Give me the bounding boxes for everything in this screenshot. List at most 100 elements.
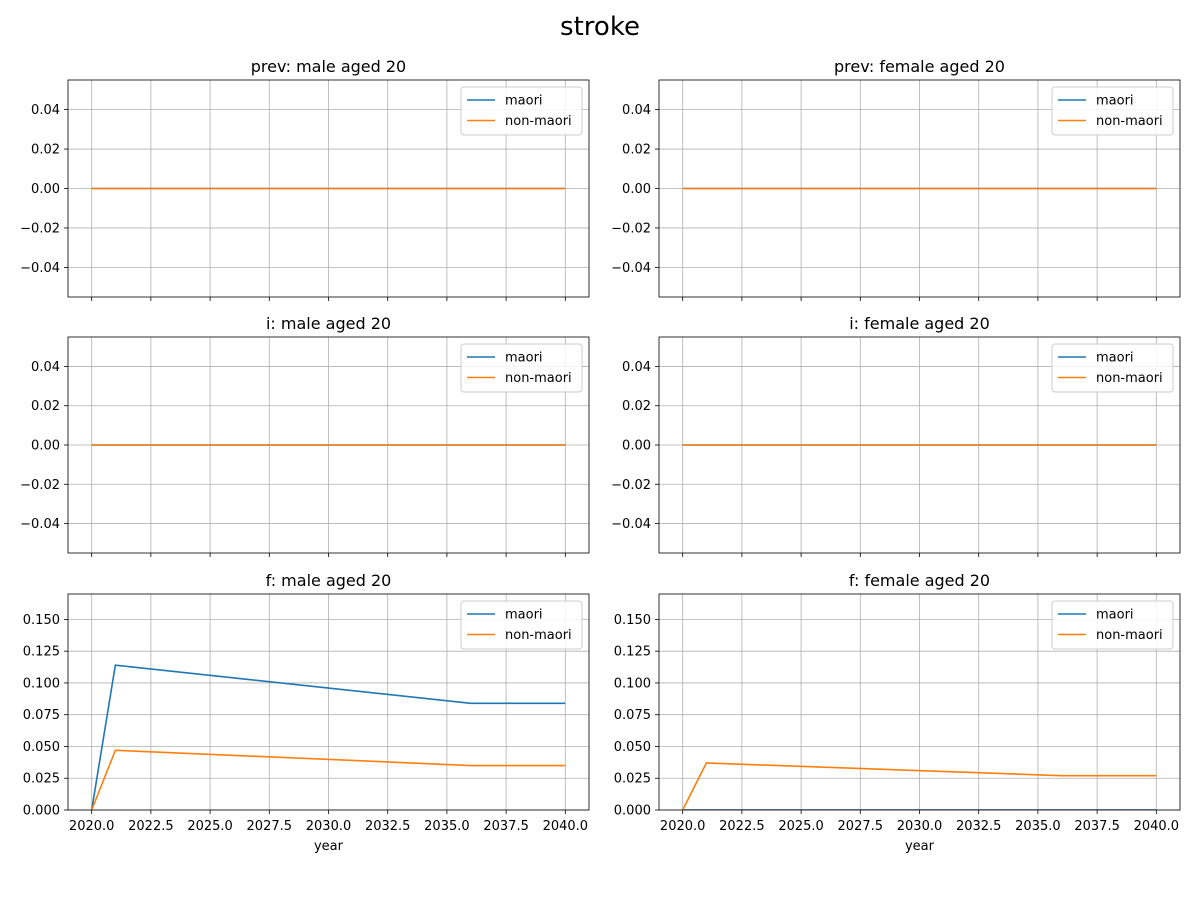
- x-tick-label: 2020.0: [69, 819, 115, 834]
- y-tick-label: 0.150: [614, 613, 651, 628]
- legend-box: [1051, 86, 1174, 136]
- legend-box: [1051, 343, 1174, 393]
- y-tick-label: 0.075: [23, 708, 60, 723]
- legend-box: [1051, 600, 1174, 650]
- y-tick-label: 0.00: [31, 182, 60, 197]
- chart-panel: −0.04 −0.02 0.00 0.02 0.04 prev: female aged …: [611, 57, 1181, 301]
- x-tick-label: 2030.0: [306, 819, 352, 834]
- plot-frame: [658, 336, 1181, 554]
- panel-title: i: male aged 20: [266, 314, 391, 333]
- plot-frame: [67, 593, 590, 811]
- y-tick-label: 0.02: [622, 143, 651, 158]
- legend-label: non-maori: [505, 114, 572, 129]
- legend: maori non-maori: [460, 343, 583, 393]
- legend: maori non-maori: [1051, 600, 1174, 650]
- y-tick-label: 0.075: [614, 708, 651, 723]
- legend-label: non-maori: [1096, 114, 1163, 129]
- chart-panel: 2020.0 2022.5 2025.0 2027.5 2030.0 2032.5 2035…: [23, 571, 590, 854]
- legend-box: [460, 86, 583, 136]
- x-axis-label: year: [905, 839, 935, 854]
- x-tick-label: 2040.0: [543, 819, 589, 834]
- legend-label: maori: [505, 351, 543, 366]
- legend-label: non-maori: [1096, 628, 1163, 643]
- y-tick-label: 0.125: [614, 645, 651, 660]
- legend-label: non-maori: [505, 371, 572, 386]
- plot-frame: [67, 79, 590, 298]
- series-line-non-maori: [681, 762, 1157, 810]
- panel-title: i: female aged 20: [849, 314, 990, 333]
- chart-panel: 2020.0 2022.5 2025.0 2027.5 2030.0 2032.5 2035…: [614, 571, 1181, 854]
- panel-title: prev: female aged 20: [834, 57, 1005, 76]
- series-line-maori: [90, 664, 566, 810]
- x-axis-label: year: [314, 839, 344, 854]
- chart-panel: −0.04 −0.02 0.00 0.02 0.04 i: female aged 20 m…: [611, 314, 1181, 557]
- y-tick-label: 0.02: [31, 399, 60, 414]
- legend-label: non-maori: [1096, 371, 1163, 386]
- y-tick-label: 0.00: [622, 182, 651, 197]
- chart-panel: −0.04 −0.02 0.00 0.02 0.04 i: male aged 20 mao…: [20, 314, 590, 557]
- x-tick-label: 2027.5: [838, 819, 884, 834]
- y-tick-label: 0.02: [622, 399, 651, 414]
- y-tick-label: 0.050: [614, 740, 651, 755]
- x-tick-label: 2035.0: [424, 819, 470, 834]
- x-tick-label: 2037.5: [1074, 819, 1120, 834]
- legend-label: maori: [1096, 608, 1134, 623]
- y-tick-label: 0.100: [614, 676, 651, 691]
- x-tick-label: 2027.5: [247, 819, 293, 834]
- x-tick-label: 2032.5: [956, 819, 1002, 834]
- legend-label: maori: [1096, 351, 1134, 366]
- y-tick-label: 0.04: [31, 360, 60, 375]
- y-tick-label: 0.050: [23, 740, 60, 755]
- y-tick-label: −0.02: [611, 221, 651, 236]
- y-tick-label: −0.02: [20, 221, 60, 236]
- y-tick-label: −0.04: [20, 517, 60, 532]
- y-tick-label: 0.04: [622, 103, 651, 118]
- x-tick-label: 2030.0: [897, 819, 943, 834]
- plot-frame: [658, 593, 1181, 811]
- x-tick-label: 2022.5: [719, 819, 765, 834]
- legend-box: [460, 343, 583, 393]
- legend-label: maori: [505, 94, 543, 109]
- y-tick-label: −0.04: [611, 261, 651, 276]
- y-tick-label: 0.00: [31, 439, 60, 454]
- legend: maori non-maori: [460, 86, 583, 136]
- y-tick-label: 0.00: [622, 439, 651, 454]
- legend-box: [460, 600, 583, 650]
- chart-panel: −0.04 −0.02 0.00 0.02 0.04 prev: male aged 20…: [20, 57, 590, 301]
- y-tick-label: 0.02: [31, 143, 60, 158]
- y-tick-label: −0.02: [20, 478, 60, 493]
- y-tick-label: 0.04: [622, 360, 651, 375]
- figure-title: stroke: [560, 12, 640, 42]
- panel-title: prev: male aged 20: [251, 57, 406, 76]
- y-tick-label: 0.025: [23, 772, 60, 787]
- y-tick-label: 0.125: [23, 645, 60, 660]
- y-tick-label: 0.100: [23, 676, 60, 691]
- y-tick-label: −0.02: [611, 478, 651, 493]
- x-tick-label: 2020.0: [660, 819, 706, 834]
- y-tick-label: −0.04: [20, 261, 60, 276]
- y-tick-label: −0.04: [611, 517, 651, 532]
- x-tick-label: 2025.0: [187, 819, 233, 834]
- x-tick-label: 2025.0: [778, 819, 824, 834]
- series-line-non-maori: [90, 749, 566, 810]
- x-tick-label: 2022.5: [128, 819, 174, 834]
- plot-frame: [658, 79, 1181, 298]
- y-tick-label: 0.025: [614, 772, 651, 787]
- x-tick-label: 2040.0: [1134, 819, 1180, 834]
- legend-label: maori: [1096, 94, 1134, 109]
- legend-label: non-maori: [505, 628, 572, 643]
- legend-label: maori: [505, 608, 543, 623]
- x-tick-label: 2035.0: [1015, 819, 1061, 834]
- y-tick-label: 0.04: [31, 103, 60, 118]
- panel-title: f: female aged 20: [849, 571, 990, 590]
- plot-frame: [67, 336, 590, 554]
- y-tick-label: 0.000: [23, 804, 60, 819]
- x-tick-label: 2032.5: [365, 819, 411, 834]
- y-tick-label: 0.000: [614, 804, 651, 819]
- panel-title: f: male aged 20: [266, 571, 392, 590]
- y-tick-label: 0.150: [23, 613, 60, 628]
- legend: maori non-maori: [1051, 86, 1174, 136]
- legend: maori non-maori: [460, 600, 583, 650]
- legend: maori non-maori: [1051, 343, 1174, 393]
